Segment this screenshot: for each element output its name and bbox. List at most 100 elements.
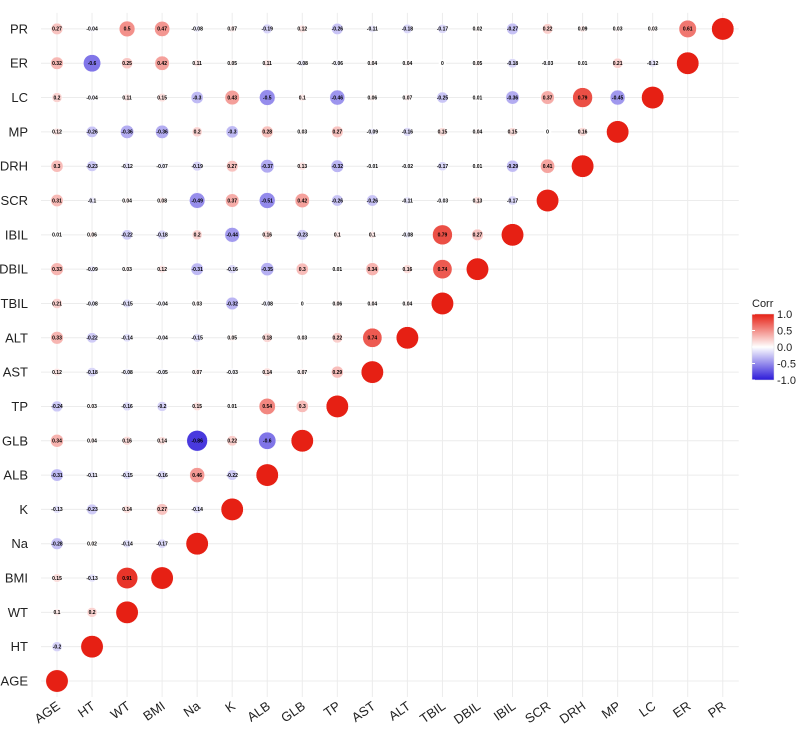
corr-circle-wt-ast <box>123 368 131 376</box>
corr-label-bmi-na: -0.17 <box>156 542 168 548</box>
corr-label-drh-lc: 0.79 <box>578 95 588 101</box>
y-tick-er: ER <box>10 56 28 71</box>
corr-label-drh-pr: 0.09 <box>578 27 588 33</box>
corr-circle-bmi-alb <box>157 470 167 480</box>
corr-circle-ht-ht <box>80 635 104 659</box>
corr-label-k-alb: -0.22 <box>226 473 238 479</box>
corr-circle-tbil-er <box>438 59 447 67</box>
corr-label-ast-ibil: 0.1 <box>369 233 376 239</box>
corr-circle-er-er <box>676 51 700 75</box>
corr-label-glb-pr: 0.12 <box>297 27 307 33</box>
legend-tick-label: -1.0 <box>777 375 796 387</box>
corr-label-ht-tbil: -0.08 <box>86 301 98 307</box>
corr-circle-wt-na <box>122 539 132 549</box>
y-tick-alb: ALB <box>3 468 28 483</box>
corr-label-alb-ast: 0.14 <box>262 370 272 376</box>
corr-label-k-pr: 0.07 <box>227 27 237 33</box>
y-tick-ast: AST <box>3 365 28 380</box>
corr-circle-tp-alt <box>331 332 343 344</box>
corr-circle-ht-scr <box>88 196 96 205</box>
corr-label-ibil-scr: -0.17 <box>507 198 519 204</box>
corr-label-na-k: -0.14 <box>191 507 203 513</box>
corr-label-mp-lc: -0.45 <box>612 95 624 101</box>
corr-circle-dbil-lc <box>473 93 482 102</box>
corr-circle-na-tbil <box>193 299 201 308</box>
corr-label-bmi-lc: 0.15 <box>157 95 167 101</box>
corr-circle-na-alt <box>192 333 202 343</box>
corr-circle-age-alb <box>50 468 64 482</box>
corr-label-bmi-ast: -0.05 <box>156 370 168 376</box>
corr-circle-na-glb <box>186 430 208 452</box>
y-tick-scr: SCR <box>1 193 28 208</box>
x-tick-age: AGE <box>32 698 63 726</box>
corr-circle-tp-tbil <box>333 299 342 308</box>
corr-circle-ht-er <box>83 54 101 73</box>
corr-label-tbil-scr: -0.03 <box>437 198 449 204</box>
corr-circle-wt-tp <box>122 401 132 412</box>
corr-circle-alt-mp <box>402 127 413 137</box>
corr-label-k-lc: 0.43 <box>227 95 237 101</box>
corr-label-alb-dbil: -0.35 <box>262 267 274 273</box>
corr-circle-bmi-tbil <box>158 299 166 308</box>
corr-label-alb-drh: -0.37 <box>262 164 274 170</box>
corr-circle-alb-alb <box>255 463 279 487</box>
corr-label-tp-scr: -0.26 <box>332 198 344 204</box>
x-tick-tp: TP <box>321 698 343 720</box>
corr-label-na-ibil: 0.2 <box>194 233 201 239</box>
corr-circle-ht-ast <box>87 367 98 378</box>
x-tick-na: Na <box>181 698 204 720</box>
corr-label-bmi-dbil: 0.12 <box>157 267 167 273</box>
corr-label-dbil-lc: 0.01 <box>473 95 483 101</box>
corr-circle-bmi-k <box>156 503 169 516</box>
corr-label-na-pr: -0.08 <box>191 27 203 33</box>
corr-circle-alb-pr <box>262 23 273 35</box>
corr-circle-age-alt <box>50 331 64 345</box>
corr-circle-tp-er <box>333 59 342 67</box>
y-tick-age: AGE <box>1 674 29 689</box>
x-tick-pr: PR <box>705 698 728 721</box>
corr-label-alt-pr: -0.18 <box>402 27 414 33</box>
corr-label-glb-drh: 0.13 <box>297 164 307 170</box>
corr-label-alb-scr: -0.51 <box>262 198 274 204</box>
corr-circle-tbil-mp <box>437 127 448 137</box>
corr-label-ht-ast: -0.18 <box>86 370 98 376</box>
corr-label-na-tbil: 0.03 <box>192 301 202 307</box>
corr-circle-age-glb <box>50 433 64 448</box>
corr-label-glb-scr: 0.42 <box>297 198 307 204</box>
corr-circle-ast-dbil <box>365 262 380 276</box>
corr-label-ht-na: 0.02 <box>87 542 97 548</box>
legend-ticks: 1.0 0.5 0.0 -0.5 -1.0 <box>752 309 796 387</box>
corr-label-bmi-tbil: -0.04 <box>156 301 168 307</box>
corr-circle-age-bmi <box>52 573 62 583</box>
y-tick-na: Na <box>11 536 28 551</box>
corr-label-tbil-pr: -0.17 <box>437 27 449 33</box>
corr-circle-na-scr <box>189 192 206 209</box>
corr-circle-ast-pr <box>368 24 377 33</box>
corr-circle-glb-ast <box>298 368 307 376</box>
corr-circle-alt-alt <box>395 326 419 350</box>
corr-label-ht-alt: -0.22 <box>86 336 98 342</box>
corr-circle-ht-na <box>88 539 96 548</box>
y-tick-k: K <box>19 502 28 517</box>
corr-label-wt-k: 0.14 <box>122 507 132 513</box>
corr-circle-alb-er <box>263 59 272 68</box>
x-tick-mp: MP <box>599 698 624 721</box>
corr-label-k-ibil: -0.44 <box>226 233 238 239</box>
corr-circle-dbil-dbil <box>466 257 489 281</box>
corr-circle-scr-er <box>543 59 552 67</box>
corr-circle-wt-tbil <box>122 298 132 309</box>
x-tick-ast: AST <box>349 698 378 725</box>
corr-circle-alt-dbil <box>402 264 413 274</box>
legend-tick-label: -0.5 <box>777 359 796 371</box>
corr-circle-tp-dbil <box>333 265 342 273</box>
corr-circle-drh-pr <box>578 25 587 33</box>
corr-circle-scr-mp <box>543 128 552 136</box>
corr-label-tp-pr: -0.26 <box>332 27 344 33</box>
corr-circle-dbil-drh <box>473 162 482 170</box>
corr-label-age-alt: 0.33 <box>52 336 62 342</box>
corr-label-tp-dbil: 0.01 <box>332 267 342 273</box>
corr-label-drh-er: 0.01 <box>578 61 588 67</box>
corr-circle-age-age <box>45 669 69 693</box>
corr-circle-k-alt <box>228 334 236 342</box>
corr-label-scr-er: -0.03 <box>542 61 554 67</box>
